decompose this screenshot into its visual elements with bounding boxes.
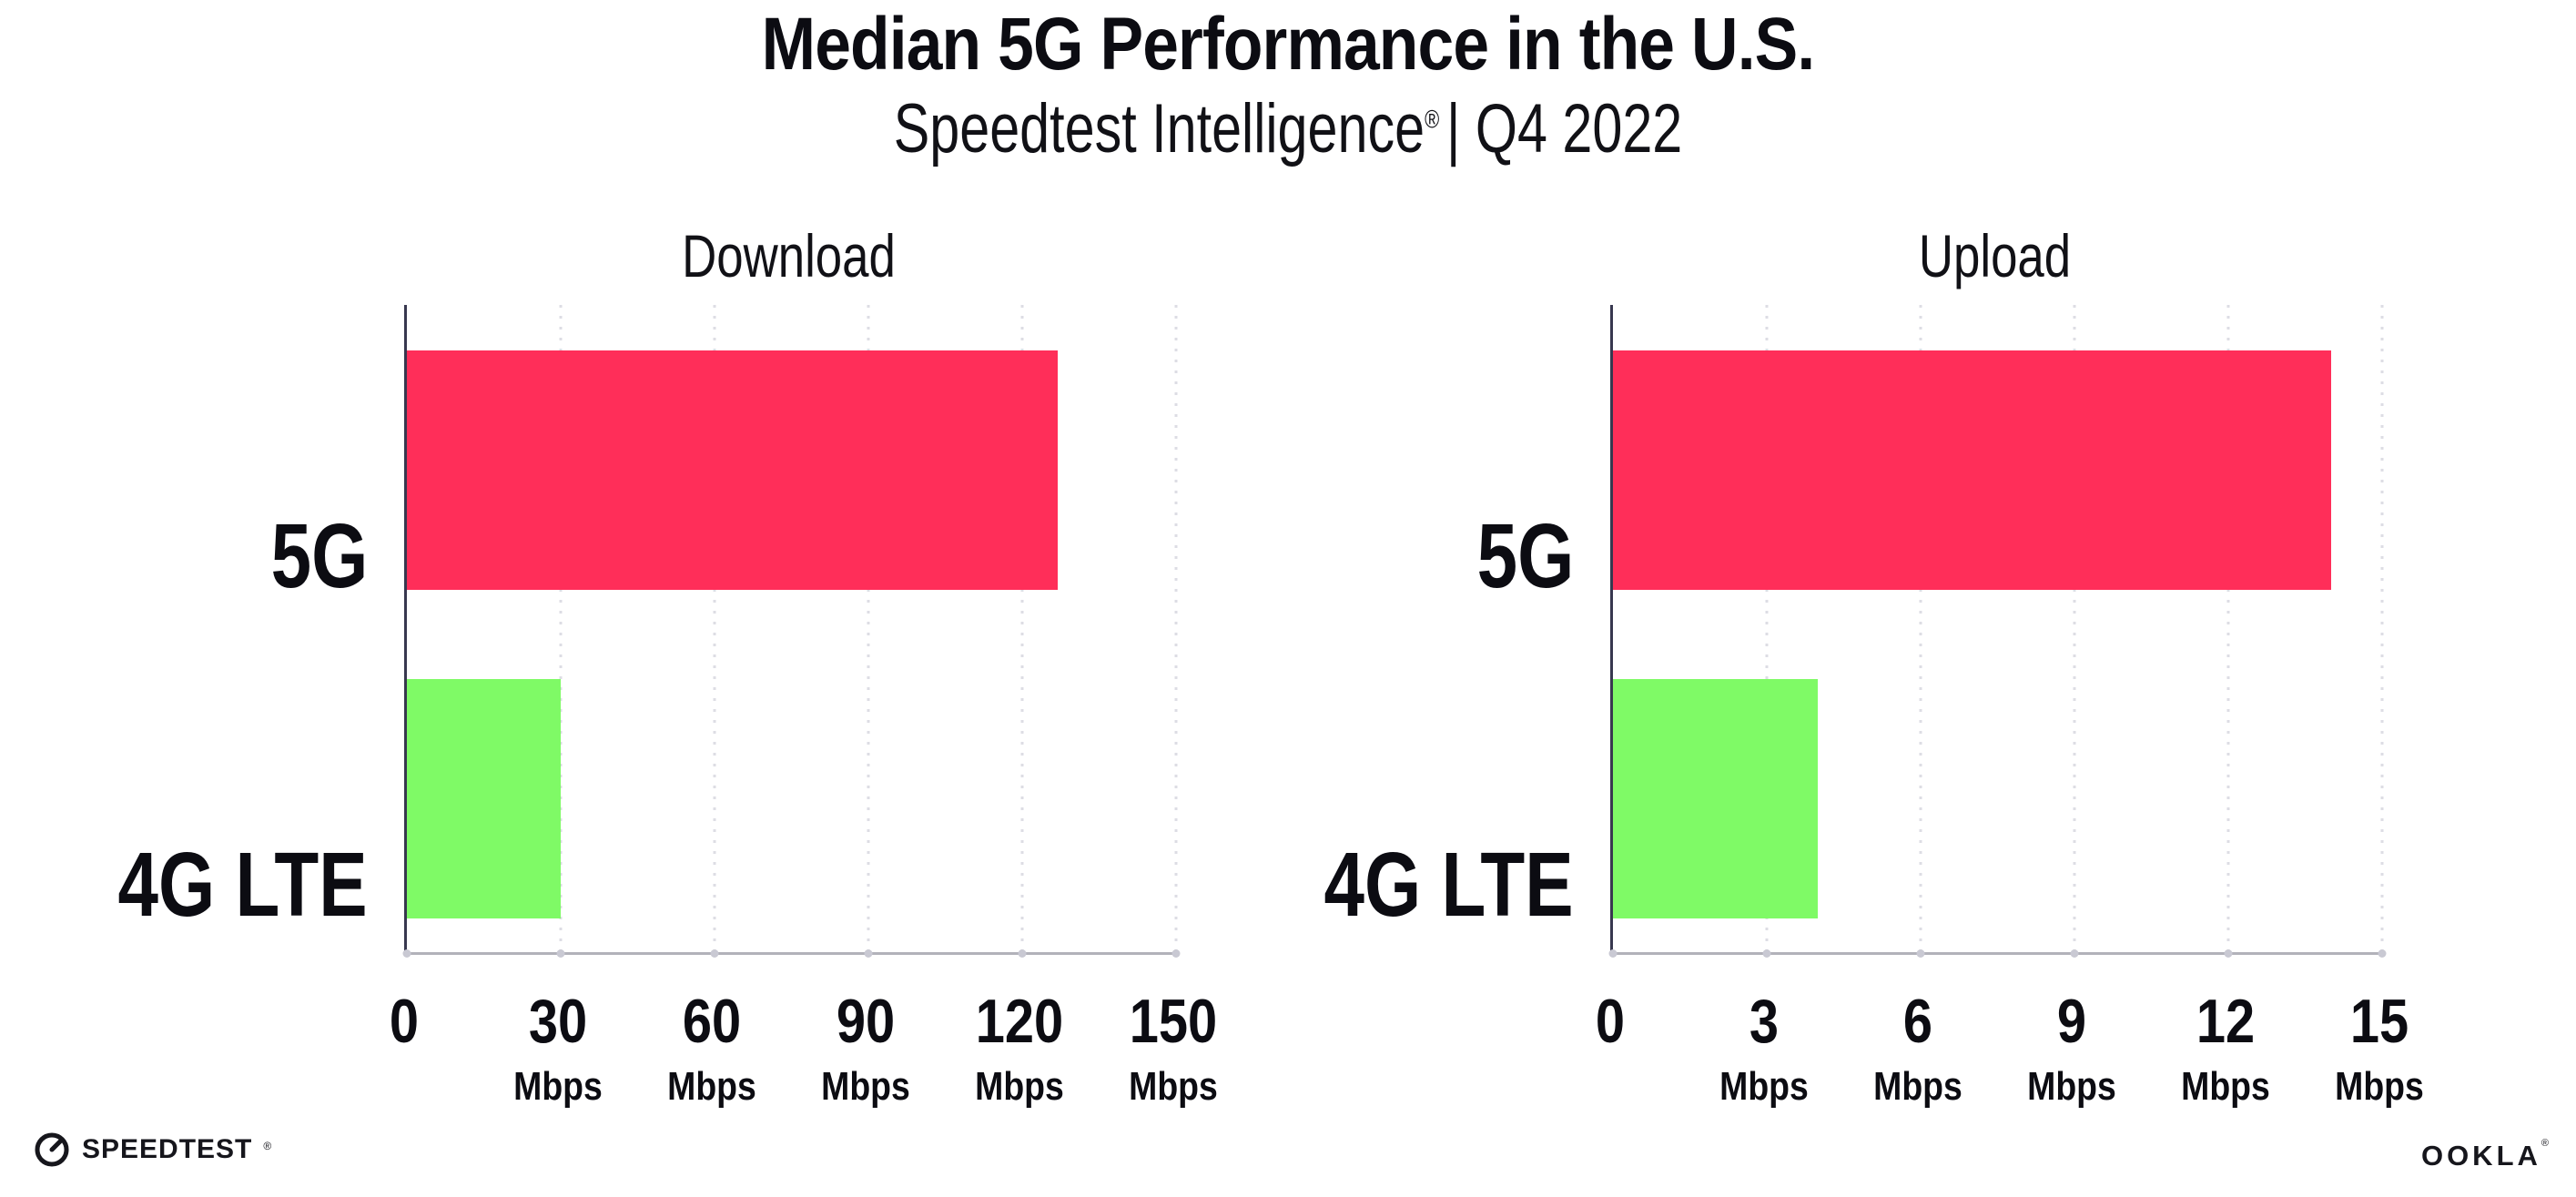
page-subtitle: Speedtest Intelligence® | Q4 2022 bbox=[283, 89, 2292, 168]
axis-tick-dot-120 bbox=[1018, 949, 1027, 958]
axis-tick-dot-30 bbox=[556, 949, 565, 958]
page-title: Median 5G Performance in the U.S. bbox=[761, 3, 1815, 86]
x-tick-3: 3 Mbps bbox=[1712, 952, 1817, 1107]
x-tick-value: 30 bbox=[528, 987, 588, 1056]
gridline-60 bbox=[713, 305, 716, 952]
download-plot-area bbox=[402, 305, 1181, 958]
download-chart: Download 0 30 Mbps 60 Mbps 90 Mbps 120 Mbps 150 Mb… bbox=[76, 218, 1218, 1129]
x-tick-unit: Mbps bbox=[513, 1064, 603, 1109]
speedtest-wordmark: SPEEDTEST bbox=[82, 1134, 253, 1164]
x-tick-value: 15 bbox=[2349, 987, 2409, 1056]
subtitle-brand: Speedtest Intelligence bbox=[893, 90, 1425, 167]
axis-tick-dot-0 bbox=[1608, 949, 1618, 958]
gridline-150 bbox=[1174, 305, 1178, 952]
x-tick-value: 6 bbox=[1902, 987, 1933, 1056]
x-tick-value: 90 bbox=[836, 987, 896, 1056]
x-tick-30: 30 Mbps bbox=[506, 952, 611, 1107]
x-tick-value: 9 bbox=[2056, 987, 2087, 1056]
x-tick-unit: Mbps bbox=[1873, 1064, 1962, 1109]
bar-4g-lte-download bbox=[407, 679, 561, 918]
x-tick-120: 120 Mbps bbox=[968, 952, 1072, 1107]
axis-tick-dot-15 bbox=[2378, 949, 2387, 958]
axis-tick-dot-6 bbox=[1916, 949, 1925, 958]
x-tick-150: 150 Mbps bbox=[1121, 952, 1226, 1107]
x-tick-value: 0 bbox=[389, 987, 420, 1056]
ookla-logo: OOKLA® bbox=[2420, 1138, 2549, 1172]
x-tick-unit: Mbps bbox=[2027, 1064, 2116, 1109]
registered-trademark-icon: ® bbox=[1425, 105, 1440, 134]
x-tick-value: 150 bbox=[1129, 987, 1218, 1056]
category-label-4g-lte: 4G LTE bbox=[117, 834, 368, 936]
x-tick-unit: Mbps bbox=[667, 1064, 756, 1109]
x-tick-value: 3 bbox=[1749, 987, 1780, 1056]
x-tick-unit: Mbps bbox=[821, 1064, 910, 1109]
gridline-30 bbox=[559, 305, 563, 952]
x-tick-unit: Mbps bbox=[975, 1064, 1064, 1109]
x-tick-90: 90 Mbps bbox=[814, 952, 918, 1107]
gridline-12 bbox=[2226, 305, 2230, 952]
bar-4g-lte-upload bbox=[1613, 679, 1819, 918]
x-tick-value: 120 bbox=[975, 987, 1064, 1056]
bar-5g-download bbox=[407, 350, 1059, 590]
gridline-120 bbox=[1020, 305, 1024, 952]
x-tick-6: 6 Mbps bbox=[1866, 952, 1971, 1107]
x-tick-0: 0 bbox=[1593, 952, 1628, 1052]
upload-plot-area bbox=[1608, 305, 2387, 958]
x-tick-unit: Mbps bbox=[2181, 1064, 2270, 1109]
gridline-15 bbox=[2380, 305, 2384, 952]
axis-tick-dot-90 bbox=[864, 949, 873, 958]
bar-5g-upload bbox=[1613, 350, 2331, 590]
x-tick-9: 9 Mbps bbox=[2020, 952, 2125, 1107]
ookla-registered-icon: ® bbox=[2541, 1138, 2549, 1149]
speedtest-trademark-icon: ® bbox=[263, 1140, 272, 1152]
speedtest-logo: SPEEDTEST ® bbox=[33, 1131, 271, 1169]
axis-tick-dot-3 bbox=[1762, 949, 1771, 958]
x-tick-value: 60 bbox=[682, 987, 742, 1056]
gridline-3 bbox=[1765, 305, 1769, 952]
upload-x-axis: 0 3 Mbps 6 Mbps 9 Mbps 12 Mbps 15 Mbps bbox=[1596, 952, 2424, 1125]
x-tick-value: 12 bbox=[2196, 987, 2256, 1056]
gridline-6 bbox=[1919, 305, 1922, 952]
upload-chart-title: Upload bbox=[1918, 222, 2072, 289]
x-tick-0: 0 bbox=[387, 952, 421, 1052]
x-tick-12: 12 Mbps bbox=[2174, 952, 2278, 1107]
upload-chart: Upload 0 3 Mbps 6 Mbps 9 Mbps 12 Mbps 15 Mbps 5G 4G… bbox=[1283, 218, 2424, 1129]
axis-tick-dot-0 bbox=[402, 949, 411, 958]
category-label-5g: 5G bbox=[270, 505, 368, 607]
speedtest-gauge-icon bbox=[33, 1131, 71, 1169]
x-tick-unit: Mbps bbox=[2335, 1064, 2424, 1109]
axis-tick-dot-60 bbox=[710, 949, 719, 958]
gridline-90 bbox=[867, 305, 870, 952]
download-x-axis: 0 30 Mbps 60 Mbps 90 Mbps 120 Mbps 150 Mbps bbox=[390, 952, 1218, 1125]
category-label-4g-lte: 4G LTE bbox=[1323, 834, 1574, 936]
x-tick-unit: Mbps bbox=[1129, 1064, 1218, 1109]
download-chart-title: Download bbox=[682, 222, 896, 289]
category-label-5g: 5G bbox=[1476, 505, 1574, 607]
ookla-wordmark: OOKLA bbox=[2420, 1140, 2541, 1172]
x-tick-15: 15 Mbps bbox=[2328, 952, 2432, 1107]
gridline-9 bbox=[2073, 305, 2076, 952]
axis-tick-dot-9 bbox=[2070, 949, 2079, 958]
axis-tick-dot-150 bbox=[1171, 949, 1181, 958]
x-tick-60: 60 Mbps bbox=[660, 952, 765, 1107]
x-tick-value: 0 bbox=[1595, 987, 1626, 1056]
subtitle-period: | Q4 2022 bbox=[1445, 90, 1683, 167]
x-tick-unit: Mbps bbox=[1719, 1064, 1809, 1109]
axis-tick-dot-12 bbox=[2224, 949, 2233, 958]
